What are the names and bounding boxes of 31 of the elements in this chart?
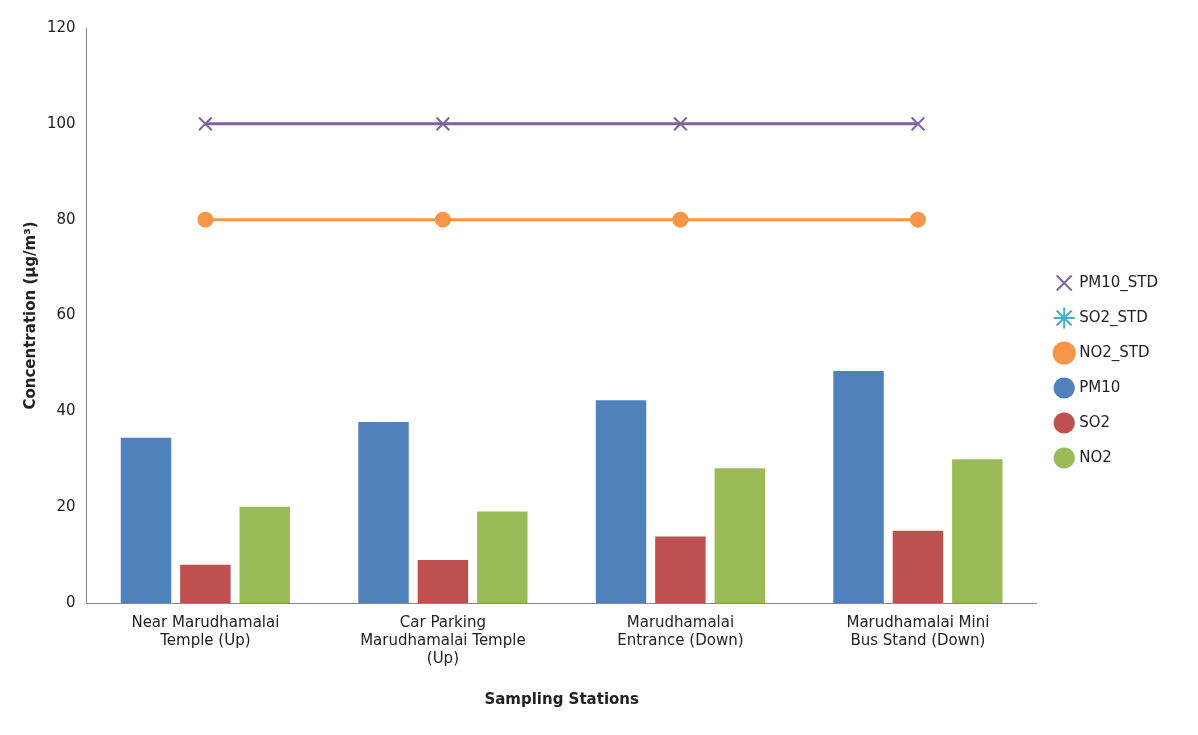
legend-label: SO2_STD [1079,307,1148,327]
legend-label: NO2_STD [1079,342,1150,362]
x-tick-label: Marudhamalai Entrance (Down) [617,612,744,649]
bar [239,506,290,603]
bar [417,559,469,603]
x-tick-label: Car Parking Marudhamalai Temple (Up) [360,612,526,667]
bar [180,564,231,603]
bar [952,459,1003,603]
legend-label: SO2 [1079,412,1111,431]
x-axis-title: Sampling Stations [484,689,639,708]
bar [833,371,884,603]
y-tick-label: 80 [56,209,76,228]
y-tick-label: 120 [46,17,76,36]
y-tick-label: 0 [66,592,76,611]
bar [714,468,766,603]
bar [892,530,944,603]
bar [358,421,409,603]
bar [595,400,647,603]
x-tick-label: Marudhamalai Mini Bus Stand (Down) [846,612,990,649]
legend-label: NO2 [1079,447,1112,466]
bar [120,437,172,603]
legend-label: PM10_STD [1079,272,1158,292]
y-tick-label: 40 [56,401,76,420]
y-tick-label: 100 [46,113,76,132]
y-tick-label: 20 [56,497,76,516]
bar [477,511,528,603]
bar [655,536,706,603]
legend-label: PM10 [1079,377,1121,396]
y-tick-label: 60 [56,305,76,324]
x-tick-label: Near Marudhamalai Temple (Up) [131,612,280,649]
y-axis-title: Concentration (µg/m³) [20,221,39,410]
